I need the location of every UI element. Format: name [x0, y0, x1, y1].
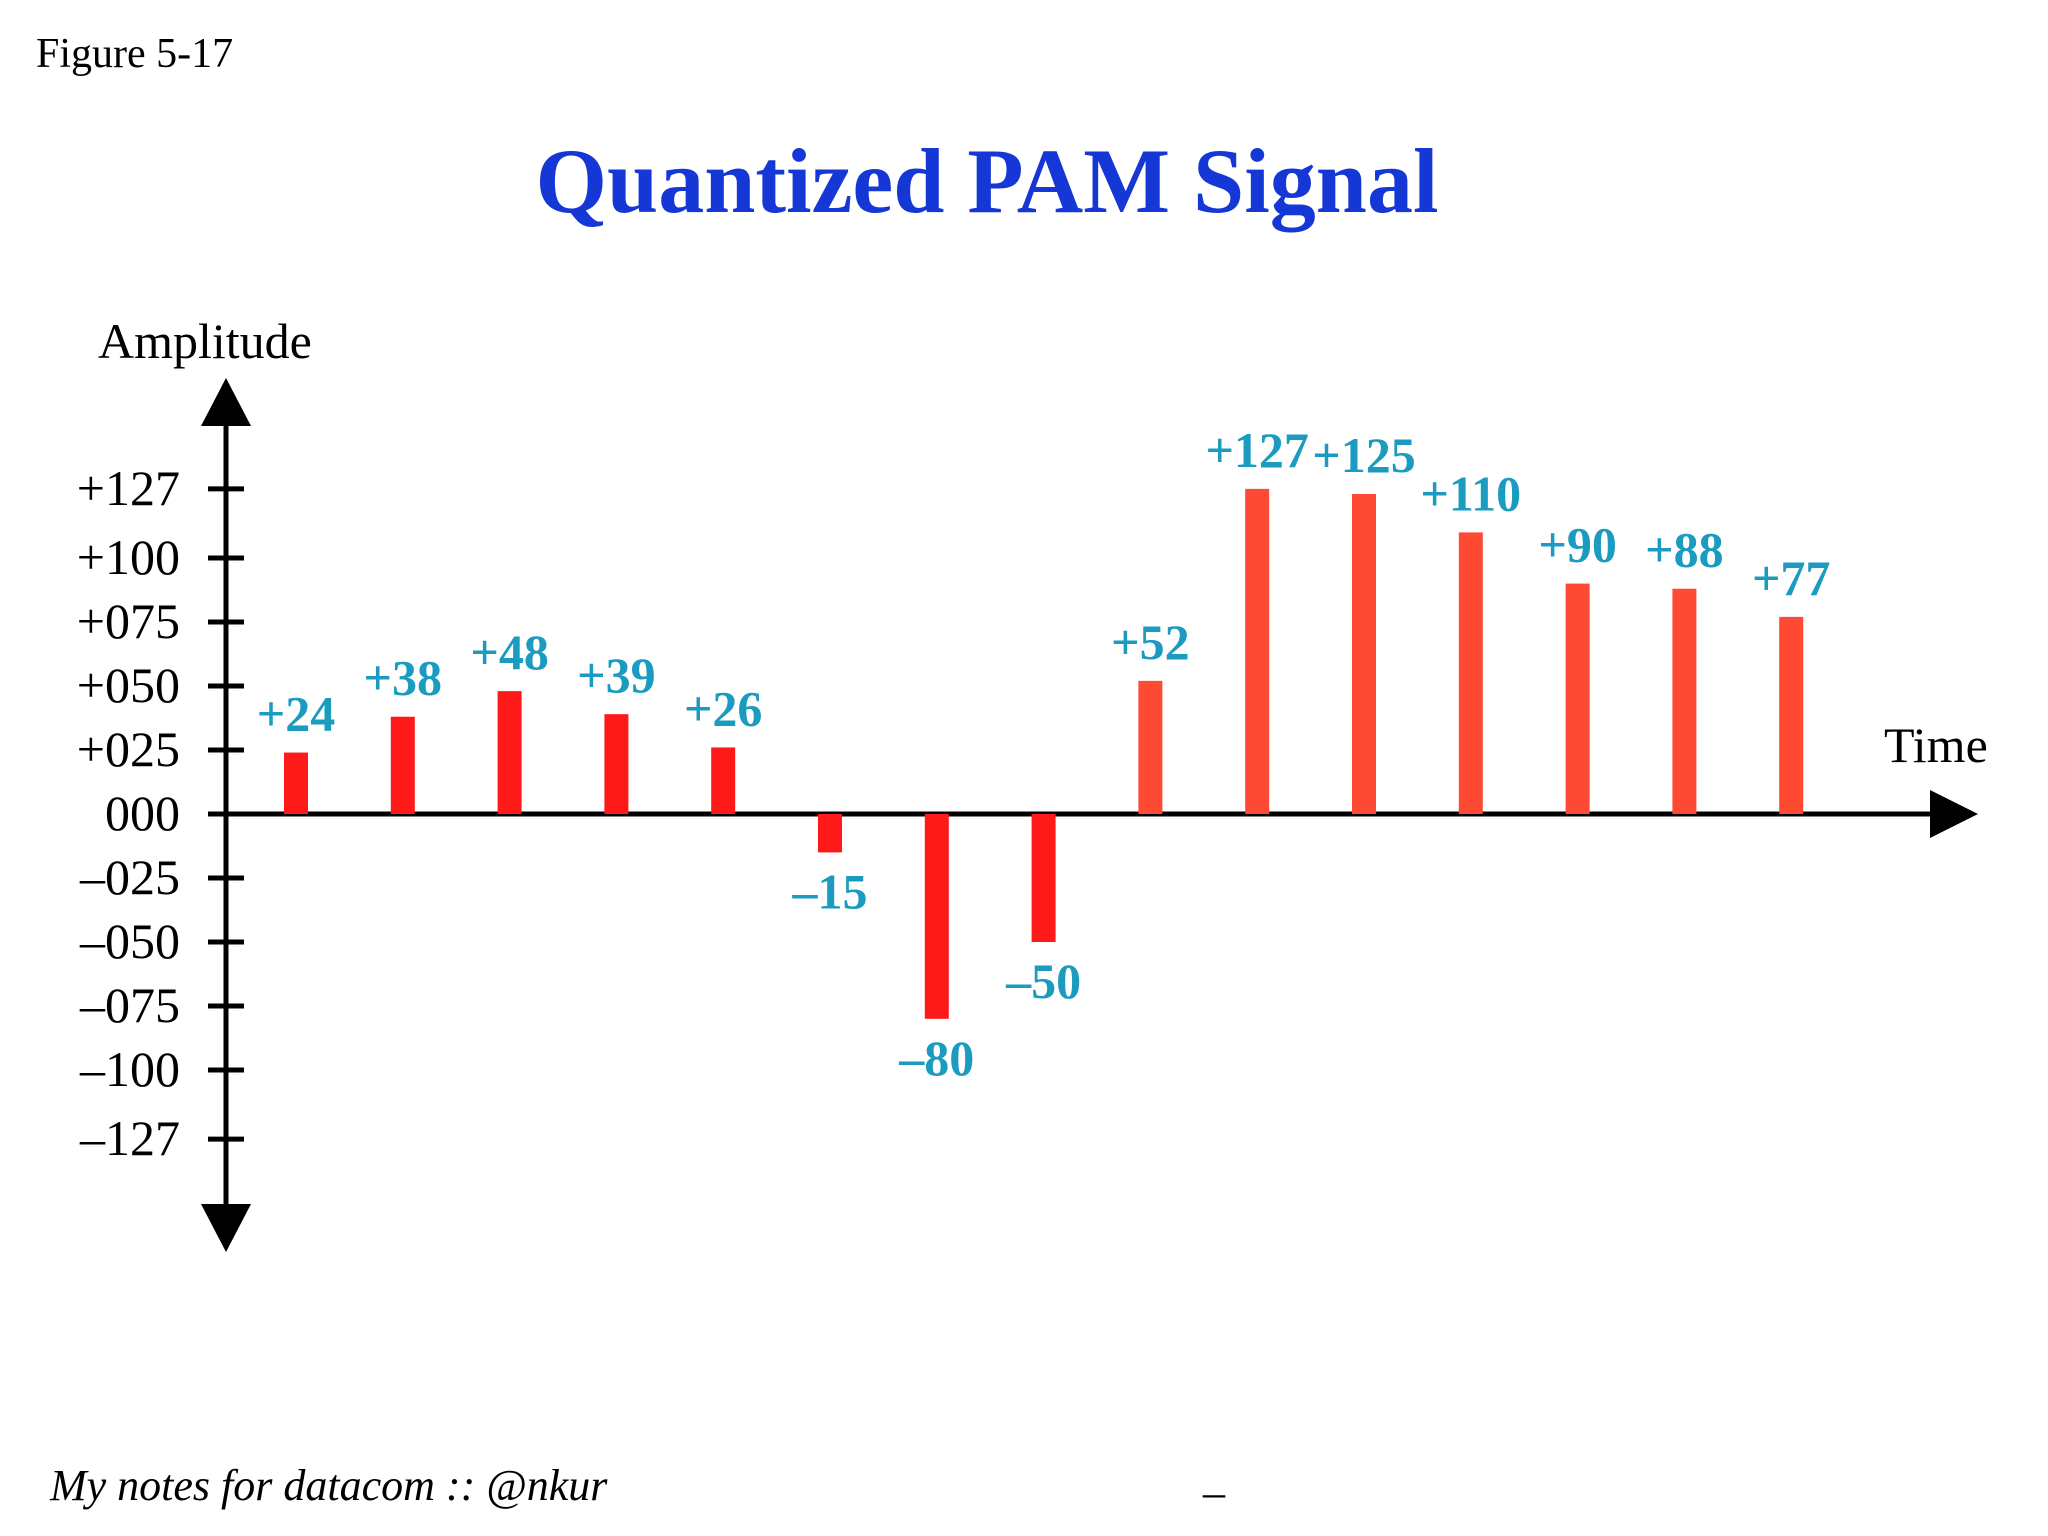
- bar-1: [390, 716, 415, 814]
- y-axis-title: Amplitude: [98, 313, 312, 369]
- bar-6: [924, 814, 949, 1019]
- bar-label-6: –80: [898, 1030, 974, 1086]
- x-axis: Time: [226, 717, 1988, 838]
- bar-label-3: +39: [577, 647, 656, 703]
- x-axis-arrow: [1930, 790, 1978, 838]
- bar-2: [497, 691, 522, 814]
- bar-0: [284, 752, 308, 814]
- figure-label: Figure 5-17: [36, 31, 234, 77]
- bar-8: [1138, 680, 1163, 814]
- bar-label-0: +24: [257, 686, 336, 742]
- bar-10: [1352, 494, 1376, 814]
- y-axis-arrow-up: [201, 378, 251, 426]
- bar-12: [1565, 583, 1590, 814]
- bar-label-4: +26: [684, 680, 763, 736]
- bar-label-12: +90: [1538, 517, 1617, 573]
- bar-label-13: +88: [1645, 522, 1724, 578]
- bar-14: [1779, 616, 1804, 814]
- y-ticks: +127 +100 +075 +050 +025 000 –025 –050 –075 –100 –…: [77, 460, 244, 1166]
- chart-title: Quantized PAM Signal: [535, 130, 1439, 232]
- y-tick-label-3: +050: [77, 657, 180, 713]
- y-tick-label-10: –127: [79, 1110, 180, 1166]
- bar-label-2: +48: [470, 624, 549, 680]
- y-tick-label-8: –075: [79, 977, 180, 1033]
- bar-7: [1031, 814, 1056, 942]
- bar-11: [1458, 532, 1483, 814]
- bar-label-9: +127: [1205, 422, 1309, 478]
- y-axis-arrow-down: [201, 1204, 251, 1252]
- bar-label-10: +125: [1312, 427, 1416, 483]
- y-tick-label-1: +100: [77, 529, 180, 585]
- bar-13: [1672, 588, 1697, 814]
- bar-label-8: +52: [1111, 614, 1190, 670]
- bar-labels: +24 +38 +48 +39 +26 –15 –80 –50 +52 +127 +125+110 +…: [257, 422, 1831, 1086]
- bars: [284, 488, 1804, 1019]
- bar-label-5: –15: [792, 863, 868, 919]
- bar-label-7: –50: [1005, 953, 1081, 1009]
- x-axis-title: Time: [1884, 717, 1988, 773]
- footer-dash: _: [1203, 1453, 1225, 1502]
- bar-9: [1245, 488, 1270, 814]
- bar-4: [711, 747, 736, 814]
- y-tick-label-7: –050: [79, 913, 180, 969]
- y-tick-label-0: +127: [77, 460, 180, 516]
- y-tick-label-2: +075: [77, 593, 180, 649]
- y-tick-label-4: +025: [77, 721, 180, 777]
- bar-label-14: +77: [1752, 550, 1831, 606]
- bar-3: [604, 714, 629, 814]
- y-tick-label-6: –025: [79, 849, 180, 905]
- bar-5: [818, 814, 842, 853]
- footer-note: My notes for datacom :: @nkur: [50, 1461, 608, 1510]
- bar-label-11: +110: [1420, 465, 1521, 521]
- bar-label-1: +38: [364, 650, 443, 706]
- y-tick-label-9: –100: [79, 1041, 180, 1097]
- y-tick-label-5: 000: [105, 785, 180, 841]
